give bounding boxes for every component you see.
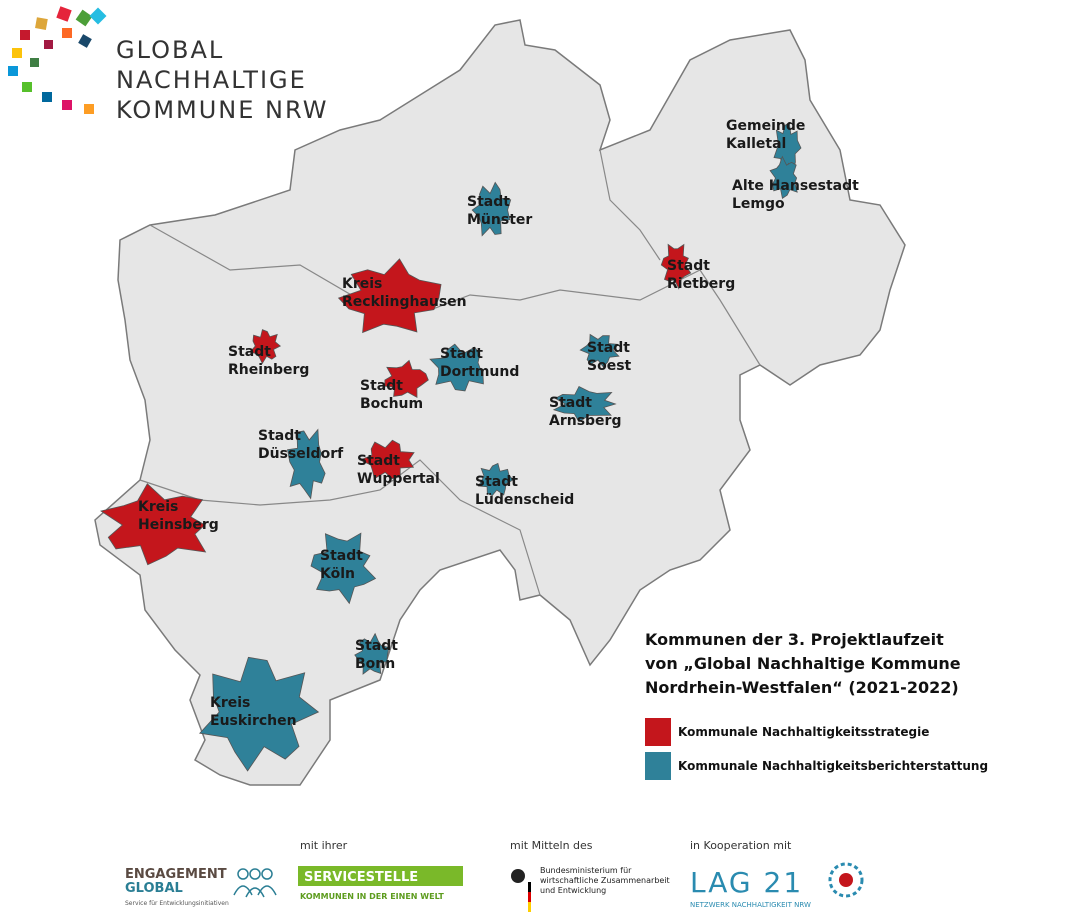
- region-label: Stadt: [667, 258, 710, 274]
- region-label: Soest: [587, 358, 632, 374]
- region-label: Stadt: [475, 474, 518, 490]
- engagement-icon: [233, 868, 277, 898]
- legend-title: Kommunen der 3. Projektlaufzeit: [645, 630, 944, 649]
- region-label: Bonn: [355, 656, 395, 672]
- lag-logo: NETZWERK NACHHALTIGKEIT NRW: [690, 901, 811, 909]
- legend-label: Kommunale Nachhaltigkeitsberichterstattu…: [678, 759, 988, 773]
- region-label: Düsseldorf: [258, 446, 344, 462]
- region-label: Münster: [467, 212, 532, 228]
- region-shape: [477, 462, 514, 497]
- bmz-logo: und Entwicklung: [540, 886, 606, 895]
- region-shape: [199, 656, 320, 772]
- region-label: Lüdenscheid: [475, 492, 574, 508]
- region-label: Stadt: [360, 378, 403, 394]
- region-label: Wuppertal: [357, 471, 440, 487]
- logo-text: KOMMUNE NRW: [116, 96, 328, 124]
- engagement-logo: Service für Entwicklungsinitiativen: [125, 900, 229, 907]
- region-label: Stadt: [355, 638, 398, 654]
- bmz-flag: [511, 869, 531, 912]
- region-label: Alte Hansestadt: [732, 178, 859, 194]
- region-label: Rheinberg: [228, 362, 309, 378]
- legend-label: Kommunale Nachhaltigkeitsstrategie: [678, 725, 929, 739]
- region-shape: [384, 359, 429, 398]
- region-shape: [249, 329, 282, 365]
- region-label: Stadt: [587, 340, 630, 356]
- nrw-outline: [94, 19, 906, 786]
- region-label: Stadt: [228, 344, 271, 360]
- region-label: Heinsberg: [138, 517, 219, 533]
- legend-title: Nordrhein-Westfalen“ (2021-2022): [645, 678, 959, 697]
- region-label: Kalletal: [726, 136, 786, 152]
- region-label: Stadt: [467, 194, 510, 210]
- district-border: [599, 149, 661, 261]
- region-shape: [359, 439, 415, 480]
- region-label: Stadt: [549, 395, 592, 411]
- engagement-logo: GLOBAL: [125, 881, 183, 896]
- region-shape: [660, 243, 692, 290]
- region-shape: [100, 483, 207, 566]
- region-label: Lemgo: [732, 196, 785, 212]
- region-shape: [769, 155, 798, 199]
- logo-text: NACHHALTIGE: [116, 66, 307, 94]
- region-shape: [310, 532, 377, 605]
- legend-title: von „Global Nachhaltige Kommune: [645, 654, 961, 673]
- logo-text: GLOBAL: [116, 36, 224, 64]
- region-shape: [579, 333, 620, 368]
- region-label: Stadt: [320, 548, 363, 564]
- footer-caption: mit Mitteln des: [510, 839, 593, 852]
- region-shape: [552, 385, 617, 423]
- footer-caption: mit ihrer: [300, 839, 348, 852]
- region-shape: [471, 181, 512, 237]
- region-shape: [287, 428, 326, 500]
- bmz-logo: wirtschaftliche Zusammenarbeit: [540, 876, 670, 885]
- region-label: Dortmund: [440, 364, 519, 380]
- engagement-logo: ENGAGEMENT: [125, 867, 227, 882]
- region-label: Stadt: [440, 346, 483, 362]
- region-label: Köln: [320, 566, 355, 582]
- lag-logo: LAG 21: [690, 866, 803, 899]
- region-label: Kreis: [210, 695, 250, 711]
- region-label: Gemeinde: [726, 118, 805, 134]
- district-border: [139, 459, 541, 596]
- region-label: Bochum: [360, 396, 423, 412]
- region-label: Kreis: [342, 276, 382, 292]
- lag-icon: [828, 862, 864, 898]
- region-label: Euskirchen: [210, 713, 297, 729]
- region-label: Rietberg: [667, 276, 735, 292]
- legend-swatch: [645, 752, 671, 780]
- footer-caption: in Kooperation mit: [690, 839, 792, 852]
- region-label: Stadt: [258, 428, 301, 444]
- region-shape: [337, 258, 442, 334]
- region-label: Recklinghausen: [342, 294, 467, 310]
- logo-mark: [8, 6, 107, 114]
- district-border: [149, 224, 761, 366]
- region-label: Kreis: [138, 499, 178, 515]
- legend-swatch: [645, 718, 671, 746]
- region-shape: [429, 343, 484, 392]
- servicestelle-logo: KOMMUNEN IN DER EINEN WELT: [300, 892, 444, 901]
- region-label: Arnsberg: [549, 413, 621, 429]
- servicestelle-box: [298, 866, 463, 886]
- region-shape: [354, 632, 390, 675]
- bmz-logo: Bundesministerium für: [540, 866, 632, 875]
- region-label: Stadt: [357, 453, 400, 469]
- servicestelle-logo: SERVICESTELLE: [304, 870, 418, 885]
